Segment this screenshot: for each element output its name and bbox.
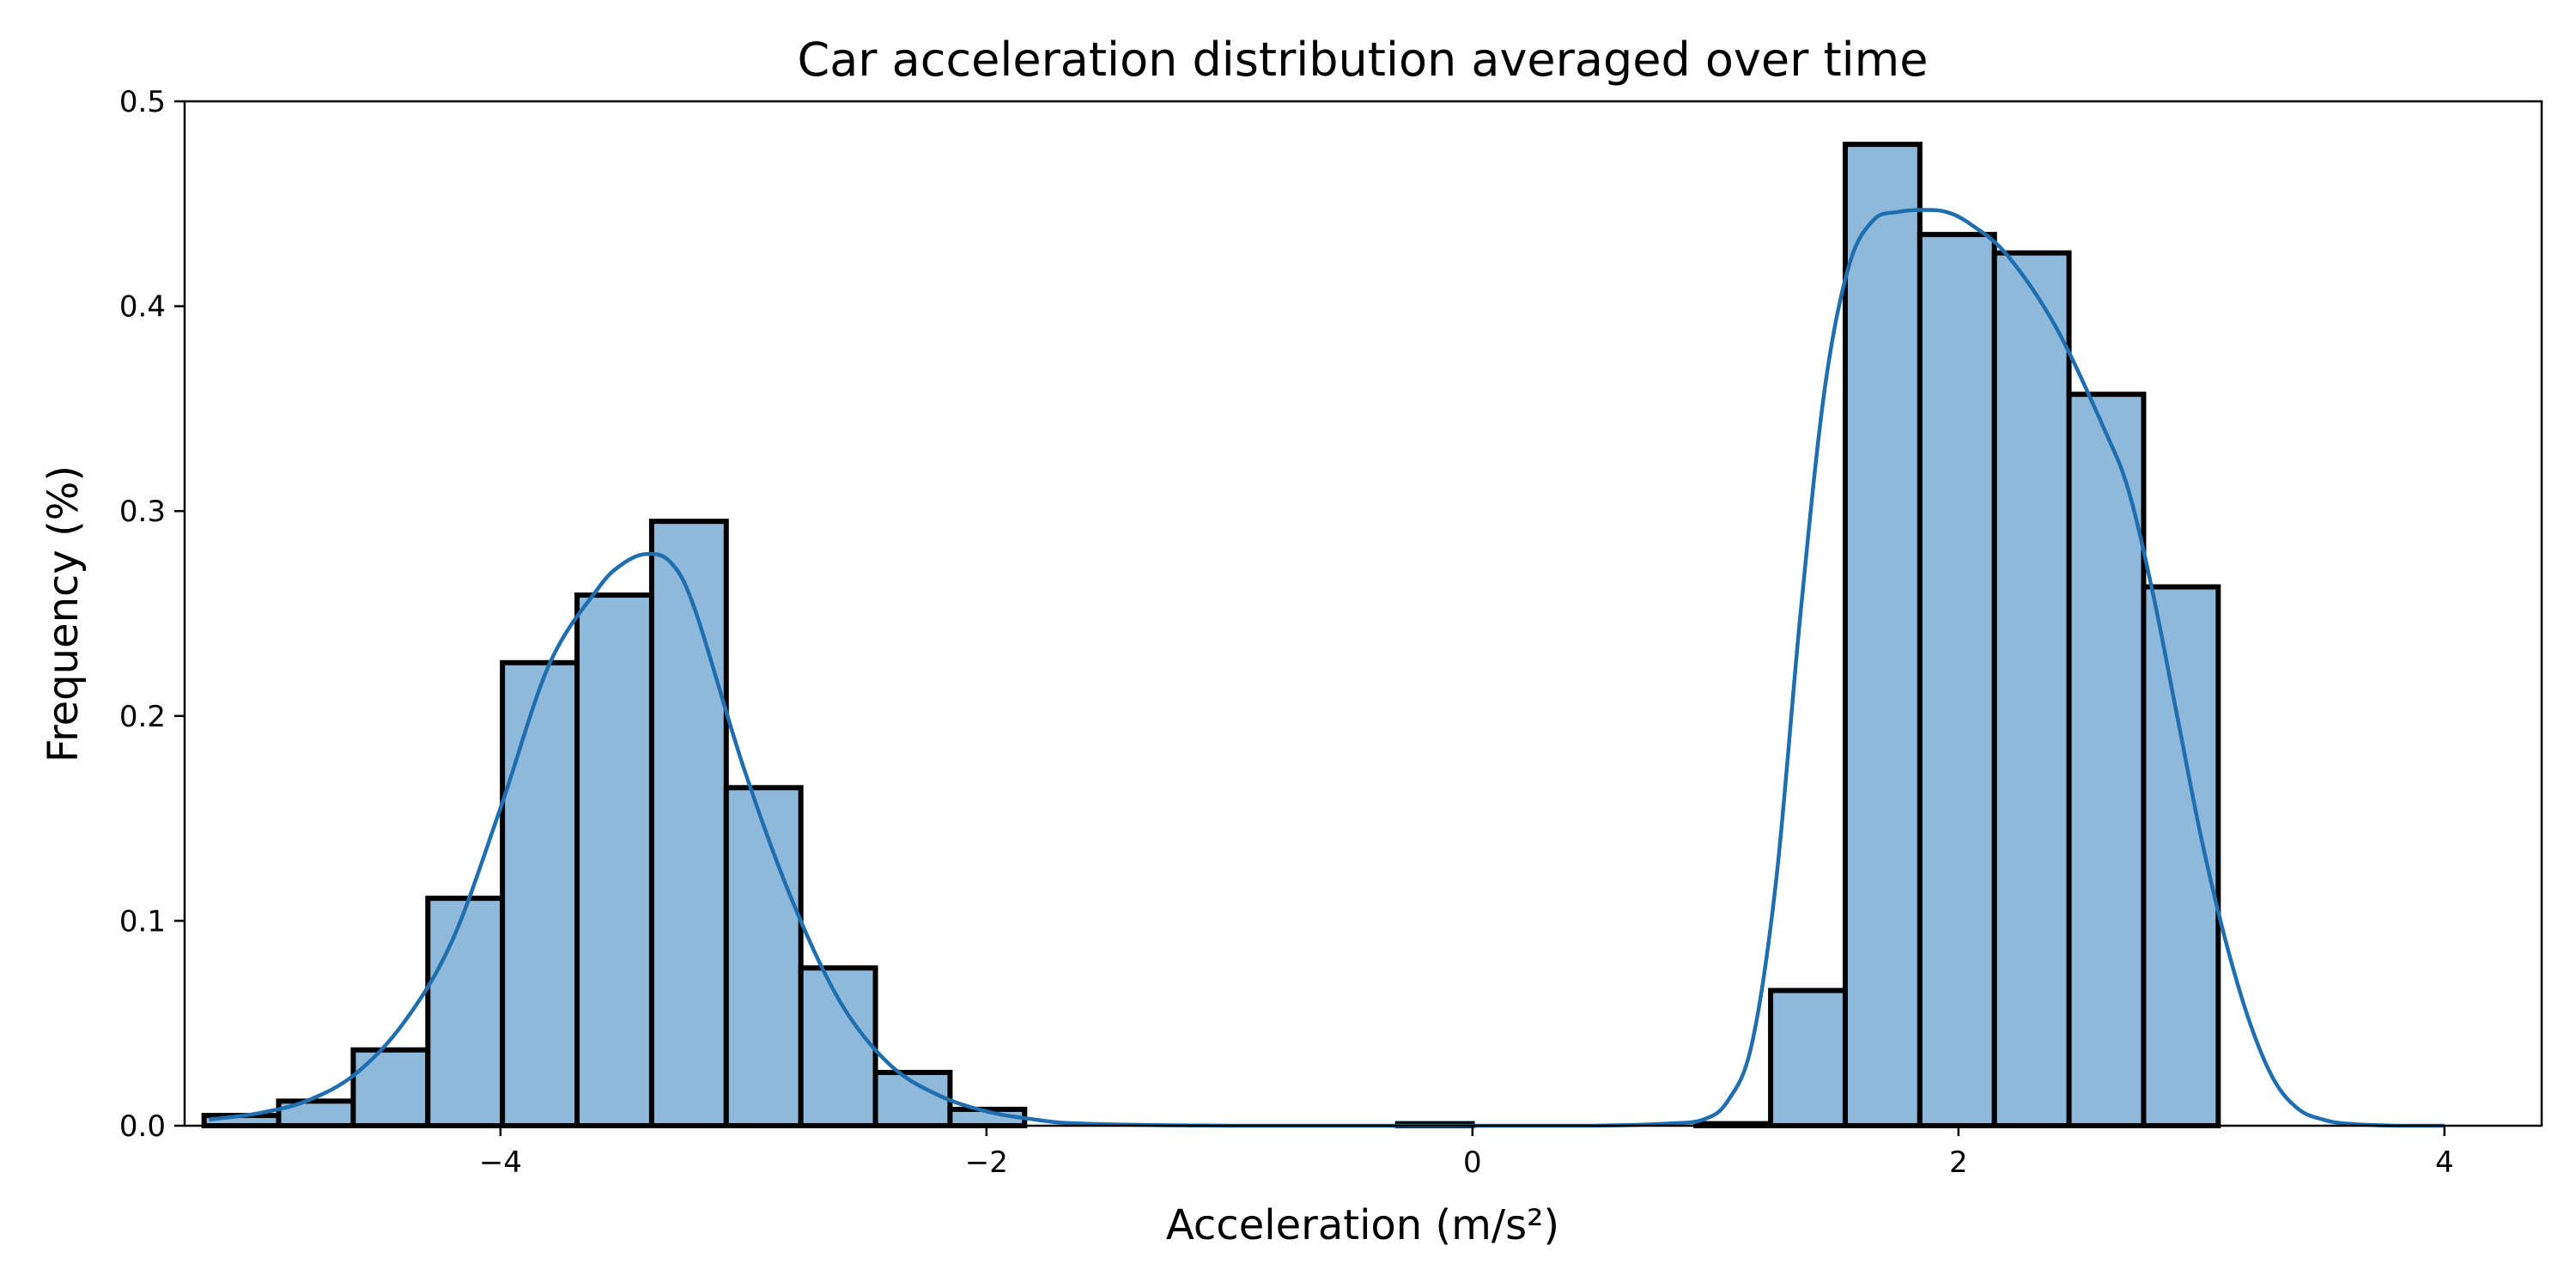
plot-frame [183, 100, 2543, 1127]
histogram-bar [1842, 142, 1923, 1129]
kde-curve [209, 208, 2445, 1128]
histogram-bar [798, 965, 878, 1128]
histogram-bar [425, 896, 506, 1129]
histogram-bar [500, 659, 580, 1128]
y-tick-label: 0.3 [119, 495, 166, 529]
y-axis-title: Frequency (%) [39, 465, 88, 762]
x-axis-title: Acceleration (m/s²) [1166, 1201, 1559, 1249]
histogram-bar [1768, 987, 1848, 1129]
y-tick-label: 0.2 [119, 700, 166, 734]
x-tick-label: 0 [1463, 1145, 1482, 1180]
x-tick-label: −4 [479, 1145, 522, 1180]
bars-layer [201, 142, 2221, 1129]
x-tick-label: 2 [1949, 1145, 1968, 1180]
x-tick-label: −2 [965, 1145, 1008, 1180]
histogram-bar [1991, 250, 2072, 1128]
histogram-bar [648, 519, 729, 1128]
x-axis: −4 −2 0 2 4 [479, 1126, 2454, 1180]
y-tick-label: 0.5 [119, 85, 166, 119]
histogram-bar [350, 1047, 431, 1129]
histogram-bar [723, 785, 804, 1128]
x-tick-label: 4 [2435, 1145, 2454, 1180]
histogram-bar [574, 592, 654, 1128]
y-axis: 0.0 0.1 0.2 0.3 0.4 0.5 [119, 85, 185, 1144]
y-tick-label: 0.4 [119, 290, 166, 325]
histogram-bar [1917, 232, 1997, 1129]
chart-title: Car acceleration distribution averaged o… [798, 33, 1929, 87]
y-tick-label: 0.0 [119, 1109, 166, 1144]
y-tick-label: 0.1 [119, 904, 166, 939]
